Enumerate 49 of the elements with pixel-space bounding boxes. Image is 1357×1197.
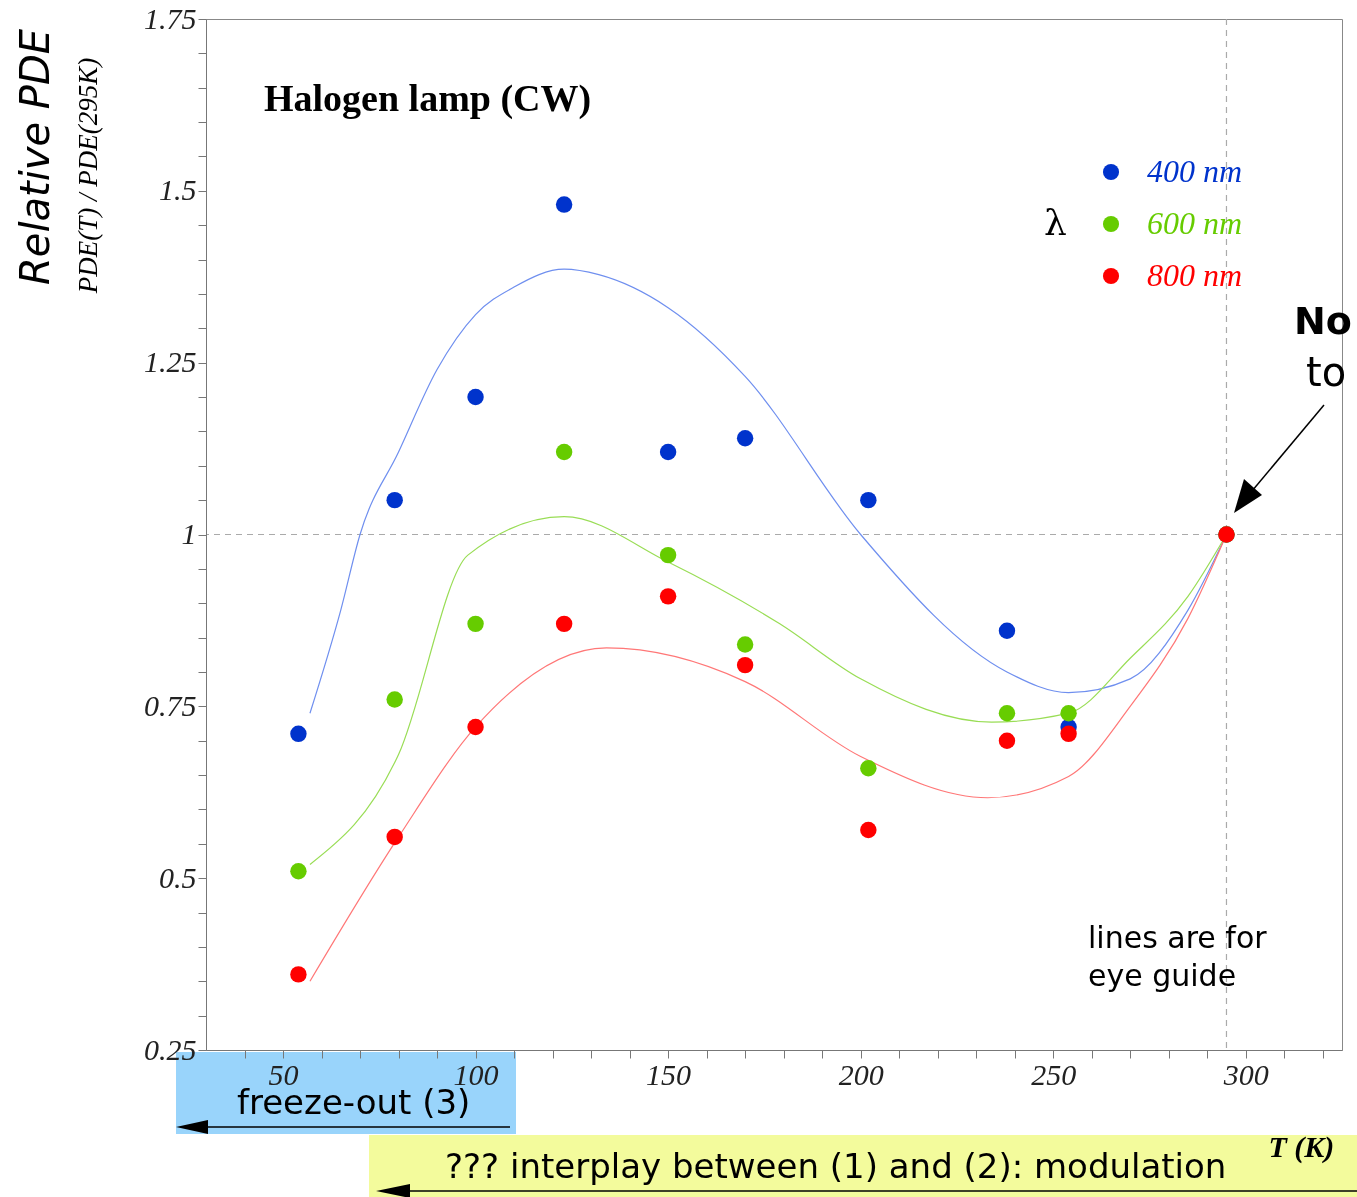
point <box>290 725 307 743</box>
y-tick-label: 0.75 <box>144 688 197 722</box>
y-tick-label: 0.25 <box>144 1032 197 1066</box>
text: ??? interplay between (1) and (2): modulation <box>445 1146 1227 1186</box>
point <box>860 491 877 509</box>
annotation: to <box>1306 349 1347 395</box>
point <box>860 821 877 839</box>
x-tick-label: 300 <box>1222 1057 1269 1091</box>
point <box>555 196 573 213</box>
y-tick-label: 1.75 <box>144 1 197 35</box>
point <box>386 828 403 846</box>
point <box>555 615 573 633</box>
point <box>998 622 1016 639</box>
point <box>736 656 754 674</box>
point <box>736 430 754 447</box>
point <box>998 732 1016 749</box>
y-axis-title: PDE(T) / PDE(295K) <box>72 57 103 295</box>
point <box>467 388 484 406</box>
point <box>659 588 677 605</box>
point <box>659 546 677 564</box>
point <box>290 863 307 880</box>
x-axis-title: T (K) <box>1268 1129 1335 1164</box>
point <box>998 705 1016 722</box>
annotation: No <box>1294 299 1352 343</box>
point <box>467 718 484 736</box>
point <box>386 491 403 509</box>
x-tick-label: 200 <box>838 1057 884 1091</box>
point <box>1060 705 1077 722</box>
text: Halogen lamp (CW) <box>264 77 592 120</box>
point <box>290 966 307 983</box>
y-tick-label: 0.5 <box>159 860 197 894</box>
x-tick-label: 250 <box>1031 1057 1077 1091</box>
annotation: lines are for eye guide <box>1088 919 1268 995</box>
y-tick-label: 1.5 <box>159 173 197 207</box>
point <box>659 443 677 461</box>
point <box>1060 725 1077 743</box>
legend-label: 800 nm <box>1147 257 1243 293</box>
y-tick-label: 1 <box>181 517 197 550</box>
point <box>736 636 754 653</box>
point <box>860 759 877 777</box>
y-tick-label: 1.25 <box>144 345 197 379</box>
point <box>386 691 403 708</box>
point <box>467 615 484 633</box>
x-tick-label: 150 <box>646 1057 692 1091</box>
legend-label: 600 nm <box>1147 205 1243 241</box>
legend-label: 400 nm <box>1147 153 1243 189</box>
point <box>555 443 573 461</box>
legend-title: λ <box>1044 202 1067 243</box>
text: Relative PDE <box>12 28 58 285</box>
